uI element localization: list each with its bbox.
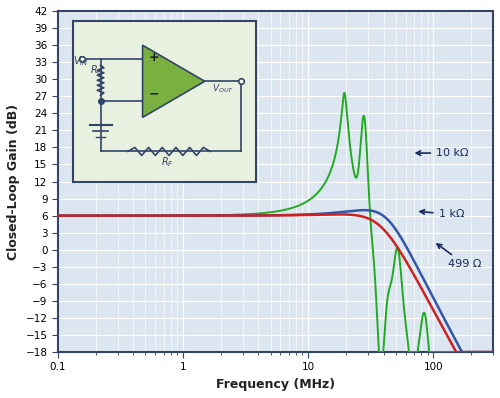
- Text: 499 Ω: 499 Ω: [437, 244, 481, 269]
- Text: 1 kΩ: 1 kΩ: [420, 209, 464, 219]
- Text: 10 kΩ: 10 kΩ: [416, 148, 469, 158]
- X-axis label: Frequency (MHz): Frequency (MHz): [216, 378, 335, 391]
- Y-axis label: Closed-Loop Gain (dB): Closed-Loop Gain (dB): [7, 103, 20, 259]
